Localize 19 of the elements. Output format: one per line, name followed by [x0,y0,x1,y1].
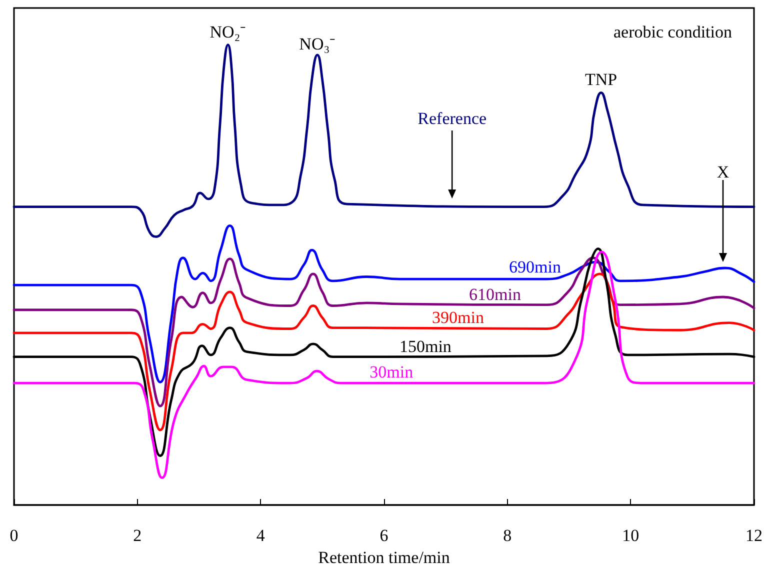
annotation: NO₂⁻ [210,22,246,42]
text: Reference [418,109,487,128]
annotation: TNP [585,70,618,90]
series-label: 390min [432,308,484,327]
series-label: 610min [469,284,522,304]
x-tick-label: 10 [622,526,640,545]
x-tick-label: 8 [503,526,512,545]
x-axis-title: Retention time/min [318,548,450,567]
annotation: NO₃⁻ [299,34,336,54]
annotation: X [716,162,730,182]
x-tick-label: 4 [256,526,266,545]
series-label: 690min [508,258,562,277]
series-label: 30min [370,362,414,382]
x-tick-label: 2 [133,526,142,545]
series-label: 150min [399,336,452,356]
x-tick-label: 6 [380,526,388,545]
text: aerobic condition [614,22,732,42]
x-tick-label: 12 [746,526,762,545]
x-tick-label: 0 [10,526,18,545]
